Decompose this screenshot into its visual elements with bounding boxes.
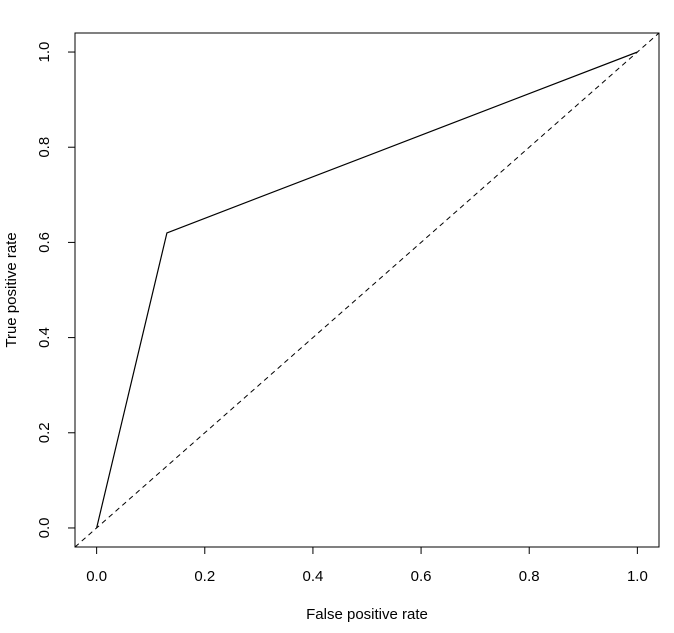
x-tick-label: 0.4 [302,568,323,585]
y-tick-label: 0.6 [36,232,53,253]
x-tick-label: 0.6 [411,568,432,585]
plot-box [74,32,660,548]
x-tick-label: 0.0 [86,568,107,585]
x-tick-label: 0.2 [194,568,215,585]
x-tick-label: 0.8 [519,568,540,585]
roc-curve [96,51,638,529]
x-axis-label: False positive rate [306,606,428,623]
y-tick-label: 0.8 [36,137,53,158]
y-tick-label: 0.2 [36,422,53,443]
y-tick-label: 0.0 [36,518,53,539]
y-axis-label: True positive rate [3,232,20,347]
reference-line [75,33,659,547]
y-tick-label: 1.0 [36,42,53,63]
y-tick-label: 0.4 [36,327,53,348]
x-tick-label: 1.0 [627,568,648,585]
